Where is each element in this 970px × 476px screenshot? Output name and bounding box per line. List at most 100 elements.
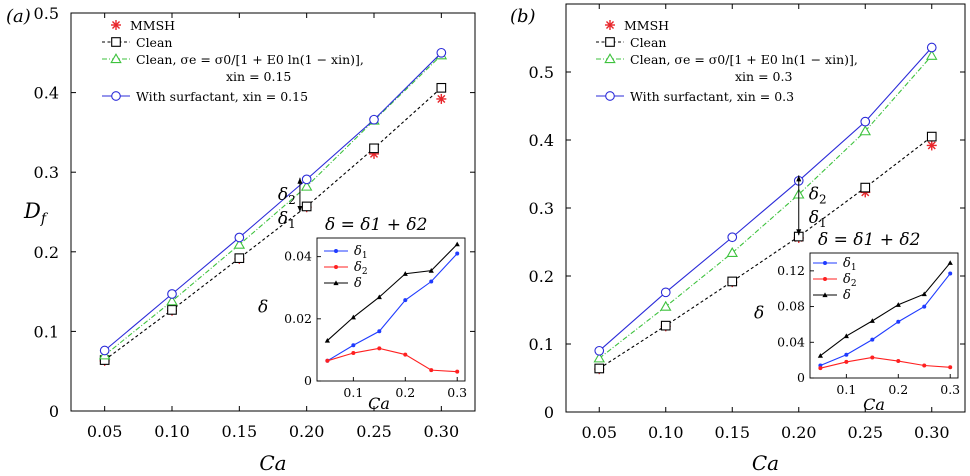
point-clean_sigma: [859, 125, 871, 136]
series-clean_sigma: [593, 49, 938, 363]
inset-legend-marker: [823, 261, 827, 265]
point-clean-shape: [234, 253, 245, 264]
delta1-label: δ1: [809, 208, 827, 230]
inset-y-axis-label: δ: [754, 304, 764, 324]
inset-point-delta-shape: [869, 318, 875, 323]
inset-point-delta-shape: [324, 337, 330, 343]
inset-legend-marker: [334, 265, 338, 269]
inset-x-tick-label: 0.3: [940, 382, 960, 397]
inset-legend-marker: [823, 277, 827, 281]
delta-arrow-head-up: [297, 177, 303, 184]
point-clean: [369, 143, 379, 154]
point-surfactant: [167, 289, 177, 299]
point-surfactant-shape: [234, 232, 245, 243]
point-surfactant-shape: [594, 345, 605, 356]
point-surfactant: [234, 232, 245, 243]
inset-point-delta2-shape: [948, 365, 953, 370]
inset-point-delta1-shape: [351, 343, 356, 348]
inset-series-delta2: [325, 346, 460, 374]
legend-marker-mmsh-stroke: [605, 20, 615, 30]
delta-arrow: [297, 177, 303, 212]
delta-arrow-head-down: [297, 206, 303, 212]
inset-point-delta-shape: [843, 333, 849, 339]
inset-x-tick-label: 0.1: [836, 382, 856, 397]
inset-point-delta1-shape: [429, 279, 434, 284]
delta2-label: δ2: [278, 185, 296, 207]
point-clean-shape: [926, 131, 937, 142]
point-surfactant: [99, 345, 110, 356]
legend: MMSH Clean Clean, σe = σ0/[1 + E0 ln(1 − x…: [596, 18, 858, 104]
legend-marker-clean-shape: [605, 37, 615, 47]
x-tick-label: 0.10: [154, 422, 190, 441]
point-surfactant: [727, 232, 738, 243]
point-clean_sigma: [233, 238, 246, 249]
delta-arrow-head-up: [796, 175, 802, 182]
point-clean-shape: [436, 82, 447, 93]
y-axis-label-sub: f: [40, 211, 49, 227]
inset-point-delta1: [896, 319, 901, 324]
legend: MMSH Clean Clean, σe = σ0/[1 + E0 ln(1 − x…: [102, 18, 364, 104]
x-tick-label: 0.05: [87, 422, 123, 441]
legend-label-clean: Clean: [630, 35, 666, 50]
point-clean_sigma: [926, 49, 938, 60]
point-clean: [860, 182, 871, 193]
inset-point-delta1: [351, 343, 356, 348]
legend-marker-clean_sigma: [110, 53, 122, 64]
inset-point-delta2-shape: [870, 355, 875, 360]
inset-legend-marker-shape: [334, 249, 338, 253]
legend-label-clean_sigma: Clean, σe = σ0/[1 + E0 ln(1 − xin)],: [630, 52, 858, 67]
inset-point-delta: [817, 353, 823, 358]
inset-point-delta1: [870, 337, 875, 342]
y-tick-label: 0.5: [34, 4, 59, 23]
y-tick-label: 0.2: [34, 243, 59, 262]
inset-frame: [809, 252, 959, 379]
y-tick-label: 0: [49, 402, 59, 421]
inset-point-delta2: [818, 366, 823, 371]
inset-point-delta2-shape: [922, 363, 927, 368]
legend-marker-mmsh: [605, 20, 615, 30]
point-surfactant-shape: [167, 289, 177, 299]
inset-point-delta1-shape: [403, 298, 408, 303]
inset-y-axis-label: δ: [258, 298, 268, 318]
point-clean_sigma: [726, 246, 738, 258]
inset-point-delta: [324, 337, 330, 343]
inset-point-delta2-shape: [325, 358, 330, 363]
x-tick-label: 0.30: [424, 422, 460, 441]
x-tick-label: 0.05: [581, 423, 617, 442]
inset-point-delta-shape: [402, 271, 408, 276]
legend-marker-surfactant-shape: [605, 91, 615, 101]
legend-marker-surfactant-shape: [111, 91, 121, 101]
series-line-clean: [598, 136, 933, 369]
point-clean_sigma: [166, 295, 178, 306]
inset-point-delta1-shape: [377, 329, 382, 334]
legend-marker-surfactant: [111, 91, 121, 101]
point-clean_sigma-shape: [593, 352, 605, 363]
inset-point-delta: [376, 294, 382, 300]
inset-series-delta: [324, 241, 460, 343]
inset-line-delta1: [327, 253, 458, 362]
inset-title: δ = δ1 + δ2: [818, 230, 920, 250]
inset-point-delta2: [377, 346, 382, 351]
inset-y-tick-label: 0.02: [284, 311, 312, 326]
y-tick-label: 0.4: [529, 131, 554, 150]
point-mmsh: [436, 93, 447, 104]
series-surfactant: [99, 47, 447, 356]
legend-marker-clean-shape: [111, 37, 121, 47]
inset-point-delta: [428, 268, 434, 273]
inset-point-delta-shape: [947, 260, 953, 265]
y-tick-label: 0.3: [529, 199, 554, 218]
inset-legend-marker: [333, 280, 339, 286]
inset-y-tick-label: 0.04: [284, 249, 312, 264]
point-clean: [436, 82, 447, 93]
inset-legend-marker: [334, 249, 338, 253]
inset-point-delta1: [948, 271, 953, 276]
inset-point-delta2: [896, 359, 901, 364]
point-clean: [301, 201, 312, 212]
delta2-label: δ2: [809, 184, 827, 206]
point-clean: [660, 320, 671, 331]
point-surfactant: [660, 287, 671, 298]
inset-legend-label: δ: [843, 288, 851, 303]
inset-point-delta2: [455, 369, 460, 374]
